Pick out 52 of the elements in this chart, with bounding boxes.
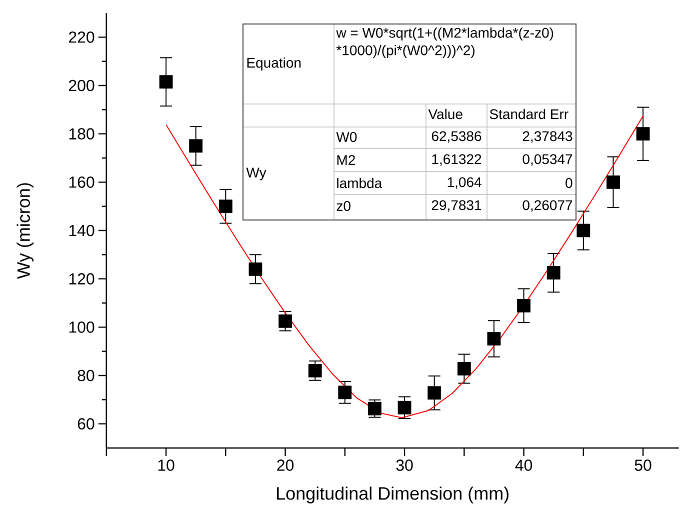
- annotation: 62,5386: [432, 131, 482, 143]
- point: [428, 386, 442, 400]
- annotation: z0: [336, 201, 350, 211]
- point: [606, 175, 620, 189]
- y-tick-label: 180: [69, 128, 94, 140]
- annotation: 0,05347: [522, 154, 572, 166]
- x-axis-title: Longitudinal Dimension (mm): [277, 486, 508, 504]
- annotation: Standard Err: [490, 108, 568, 120]
- y-tick-label: 160: [69, 176, 94, 188]
- x-tick-label: 40: [515, 460, 532, 471]
- point: [278, 314, 292, 328]
- point: [189, 139, 203, 153]
- x-tick-label: 20: [277, 460, 294, 471]
- annotation: 29,7831: [432, 200, 482, 212]
- point: [636, 127, 650, 141]
- annotation: 1,064: [448, 177, 482, 189]
- point: [517, 298, 530, 312]
- annotation: *(W0^2)))^2): [397, 44, 474, 58]
- x-tick-label: 30: [396, 460, 413, 471]
- annotation: 2,37843: [522, 131, 572, 143]
- annotation: W0: [336, 132, 357, 142]
- point: [159, 75, 173, 89]
- y-tick-label: 200: [68, 80, 94, 92]
- y-tick-label: 100: [69, 322, 94, 333]
- y-tick-label: 120: [69, 273, 94, 284]
- annotation: *1000)/(pi: [336, 44, 396, 58]
- annotation: 1,61322: [432, 154, 482, 166]
- point: [308, 364, 322, 378]
- point: [457, 362, 471, 376]
- y-tick-label: 220: [68, 32, 94, 43]
- y-axis-title: Wy (micron): [16, 183, 34, 279]
- annotation: w = W0*sqrt(1+((M2*lambda*(z-z0): [336, 27, 554, 41]
- annotation: lambda: [337, 178, 382, 188]
- annotation: Wy: [246, 168, 266, 180]
- point: [398, 400, 412, 414]
- point: [338, 386, 352, 400]
- point: [487, 332, 501, 346]
- x-tick-label: 10: [158, 460, 174, 471]
- y-tick-label: 60: [78, 418, 94, 430]
- point: [576, 224, 590, 238]
- point: [546, 266, 560, 280]
- point: [368, 402, 382, 416]
- y-tick-label: 140: [69, 224, 94, 236]
- annotation: 0: [566, 178, 572, 188]
- annotation: Equation: [247, 57, 301, 71]
- point: [218, 200, 232, 214]
- annotation: M2: [337, 155, 355, 165]
- annotation: 0,26077: [522, 200, 572, 212]
- y-tick-label: 80: [78, 370, 94, 382]
- point: [248, 262, 262, 276]
- annotation: Value: [428, 108, 462, 120]
- x-tick-label: 50: [634, 460, 652, 471]
